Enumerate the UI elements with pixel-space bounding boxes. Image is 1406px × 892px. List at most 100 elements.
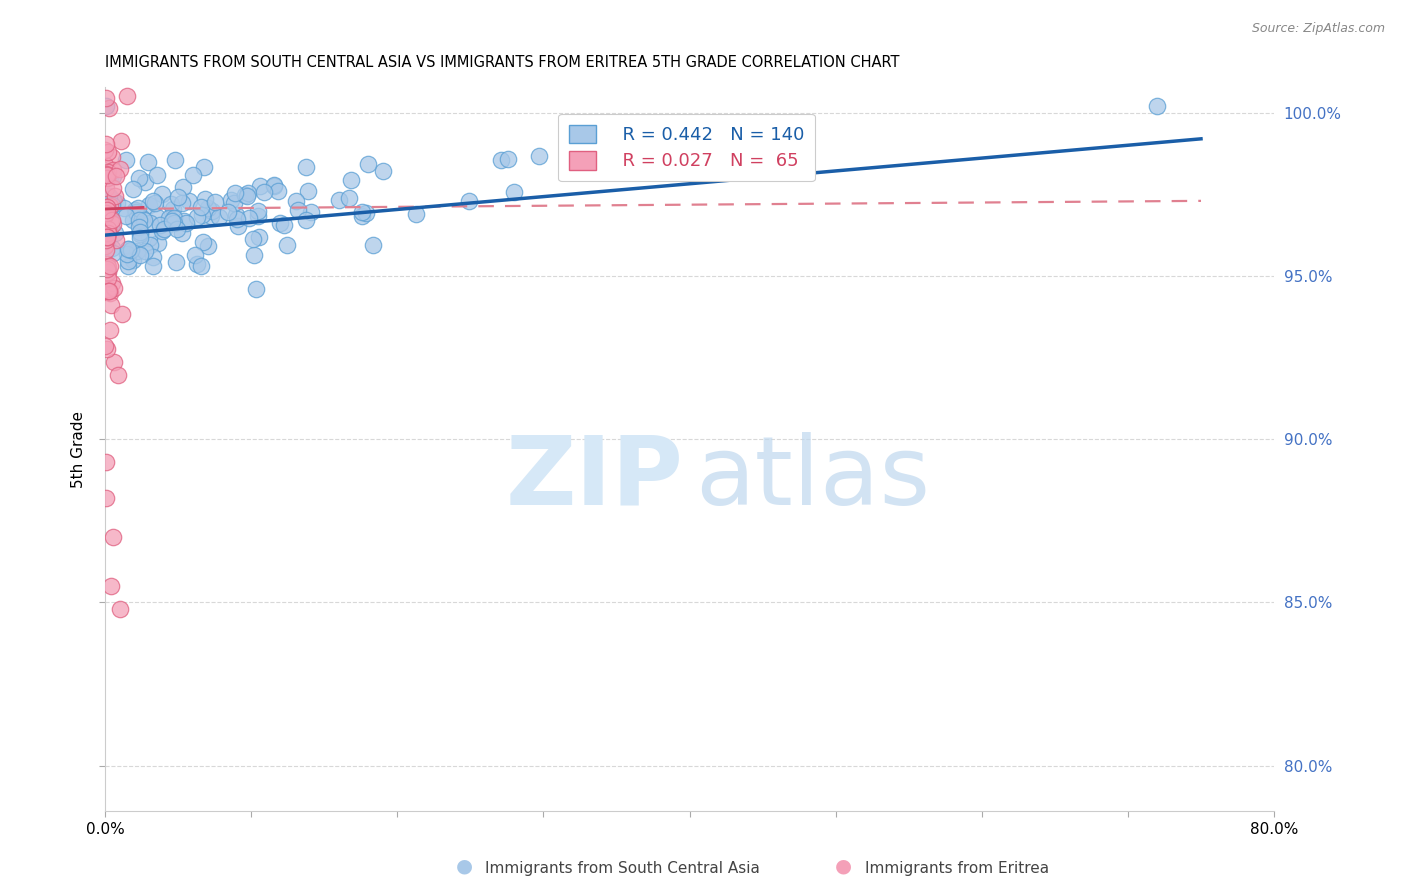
Point (97, 189, 120, 203)
Point (100, 219, 122, 234)
Point (101, 213, 124, 227)
Point (98, 198, 121, 212)
Point (287, 202, 309, 217)
Point (337, 191, 360, 205)
Text: Source: ZipAtlas.com: Source: ZipAtlas.com (1251, 22, 1385, 36)
Point (243, 248, 266, 262)
Point (190, 200, 212, 214)
Point (122, 253, 145, 268)
Point (101, 245, 124, 260)
Point (190, 259, 212, 273)
Point (138, 216, 160, 230)
Point (98, 323, 121, 337)
Point (170, 195, 193, 210)
Point (163, 216, 186, 230)
Text: ZIP: ZIP (506, 432, 683, 524)
Point (245, 282, 267, 296)
Point (97, 226, 120, 240)
Point (191, 208, 214, 222)
Point (224, 186, 246, 201)
Point (145, 210, 167, 224)
Point (97, 227, 120, 241)
Point (101, 180, 124, 194)
Point (350, 205, 373, 219)
Point (363, 238, 385, 252)
Point (276, 238, 298, 252)
Point (267, 184, 290, 198)
Point (405, 207, 427, 221)
Point (224, 196, 246, 211)
Point (166, 255, 188, 269)
Point (96, 202, 118, 217)
Point (96, 262, 118, 277)
Point (94, 206, 117, 220)
Point (104, 226, 127, 240)
Point (236, 188, 259, 202)
Point (186, 210, 208, 224)
Point (101, 151, 124, 165)
Point (225, 208, 247, 222)
Point (138, 231, 160, 245)
Point (127, 201, 149, 215)
Point (146, 168, 169, 182)
Point (101, 193, 124, 207)
Point (143, 195, 166, 210)
Point (152, 224, 174, 238)
Point (104, 233, 127, 247)
Point (105, 195, 128, 210)
Point (172, 180, 194, 194)
Point (128, 220, 150, 235)
Point (173, 213, 195, 227)
Point (101, 242, 124, 256)
Point (97, 271, 120, 285)
Point (152, 186, 174, 201)
Point (97, 263, 120, 277)
Point (134, 213, 156, 227)
Point (94, 339, 117, 353)
Point (97, 102, 120, 116)
Point (112, 202, 135, 216)
Point (225, 212, 247, 227)
Point (160, 213, 183, 227)
Point (98, 192, 121, 206)
Point (176, 216, 198, 230)
Point (96, 168, 118, 182)
Point (94, 234, 117, 248)
Point (94, 244, 117, 258)
Point (503, 185, 526, 199)
Point (153, 221, 176, 235)
Point (101, 276, 124, 290)
Point (146, 236, 169, 251)
Point (165, 153, 187, 168)
Point (100, 170, 122, 185)
Point (96, 200, 118, 214)
Point (142, 259, 165, 273)
Point (120, 243, 142, 257)
Point (97, 282, 120, 296)
Y-axis label: 5th Grade: 5th Grade (72, 410, 86, 488)
Point (103, 281, 125, 295)
Point (527, 148, 550, 162)
Point (163, 211, 186, 225)
Text: ●: ● (456, 857, 472, 876)
Point (125, 205, 148, 219)
Point (208, 211, 231, 225)
Point (94, 222, 117, 236)
Point (122, 213, 145, 227)
Point (131, 211, 153, 226)
Point (138, 198, 160, 212)
Point (94, 491, 117, 505)
Point (371, 164, 394, 178)
Point (108, 602, 131, 616)
Point (115, 89, 138, 103)
Text: IMMIGRANTS FROM SOUTH CENTRAL ASIA VS IMMIGRANTS FROM ERITREA 5TH GRADE CORRELAT: IMMIGRANTS FROM SOUTH CENTRAL ASIA VS IM… (105, 55, 900, 70)
Point (128, 225, 150, 239)
Text: atlas: atlas (696, 432, 931, 524)
Point (194, 192, 217, 206)
Point (97, 145, 120, 159)
Point (167, 190, 190, 204)
Point (217, 204, 239, 219)
Point (98, 259, 121, 273)
Point (101, 198, 124, 212)
Point (352, 209, 374, 223)
